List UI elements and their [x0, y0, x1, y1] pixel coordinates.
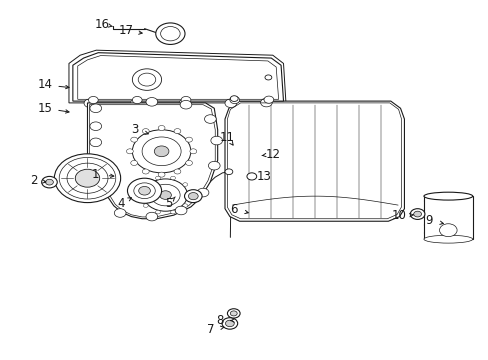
Text: 1: 1: [92, 168, 100, 181]
Circle shape: [409, 209, 424, 220]
Text: 15: 15: [38, 102, 53, 115]
Circle shape: [260, 98, 272, 107]
Circle shape: [54, 154, 121, 203]
Circle shape: [181, 96, 190, 104]
Circle shape: [158, 126, 164, 131]
Text: 2: 2: [30, 174, 38, 186]
Circle shape: [179, 99, 190, 108]
Circle shape: [143, 204, 148, 207]
Polygon shape: [224, 101, 404, 221]
Circle shape: [126, 149, 133, 154]
Circle shape: [224, 169, 232, 175]
Polygon shape: [87, 103, 217, 219]
Circle shape: [189, 149, 196, 154]
Circle shape: [187, 193, 192, 197]
Circle shape: [158, 172, 164, 177]
Circle shape: [413, 211, 421, 217]
Circle shape: [142, 129, 149, 134]
Circle shape: [183, 183, 187, 186]
Circle shape: [197, 188, 208, 197]
Circle shape: [142, 169, 149, 174]
Circle shape: [175, 206, 186, 215]
Text: 10: 10: [391, 210, 406, 222]
Polygon shape: [423, 196, 472, 239]
Circle shape: [264, 96, 273, 103]
Circle shape: [155, 176, 160, 180]
Text: 8: 8: [216, 314, 224, 327]
Circle shape: [146, 212, 158, 221]
Text: 4: 4: [118, 197, 125, 210]
Text: 3: 3: [131, 123, 138, 136]
Circle shape: [170, 210, 175, 214]
Text: 14: 14: [38, 78, 53, 91]
Circle shape: [185, 137, 192, 142]
Circle shape: [155, 210, 160, 214]
Circle shape: [230, 311, 237, 316]
Circle shape: [127, 178, 161, 203]
Circle shape: [230, 96, 238, 102]
Circle shape: [114, 209, 126, 217]
Circle shape: [132, 69, 161, 90]
Text: 6: 6: [229, 203, 237, 216]
Text: 5: 5: [165, 197, 172, 210]
Circle shape: [159, 191, 171, 199]
Circle shape: [227, 309, 240, 318]
Circle shape: [45, 179, 53, 185]
Circle shape: [132, 96, 142, 104]
Circle shape: [229, 96, 239, 104]
Circle shape: [130, 99, 142, 108]
Circle shape: [134, 183, 155, 199]
Circle shape: [264, 75, 271, 80]
Circle shape: [204, 115, 216, 123]
Text: 12: 12: [264, 148, 280, 161]
Circle shape: [67, 163, 108, 193]
Circle shape: [84, 99, 96, 108]
Circle shape: [439, 224, 456, 237]
Circle shape: [90, 104, 102, 113]
Circle shape: [154, 146, 168, 157]
Circle shape: [210, 136, 222, 145]
Circle shape: [130, 161, 137, 166]
Circle shape: [59, 157, 116, 199]
Ellipse shape: [423, 235, 472, 243]
Circle shape: [130, 137, 137, 142]
Circle shape: [183, 204, 187, 207]
Polygon shape: [73, 53, 283, 101]
Circle shape: [184, 190, 202, 203]
Circle shape: [156, 23, 184, 44]
Circle shape: [132, 130, 190, 173]
Circle shape: [143, 183, 148, 186]
Text: 7: 7: [206, 323, 214, 336]
Circle shape: [170, 176, 175, 180]
Circle shape: [88, 96, 98, 104]
Circle shape: [90, 138, 102, 147]
Circle shape: [143, 179, 187, 211]
Circle shape: [142, 137, 181, 166]
Circle shape: [222, 318, 237, 329]
Circle shape: [224, 99, 236, 108]
Circle shape: [174, 169, 181, 174]
Circle shape: [188, 193, 198, 200]
Circle shape: [208, 161, 220, 170]
Circle shape: [185, 161, 192, 166]
Circle shape: [138, 73, 156, 86]
Circle shape: [139, 193, 143, 197]
Circle shape: [139, 186, 150, 195]
Circle shape: [75, 169, 100, 187]
Circle shape: [41, 176, 57, 188]
Circle shape: [90, 122, 102, 131]
Circle shape: [225, 320, 234, 327]
Circle shape: [151, 184, 180, 206]
Ellipse shape: [423, 192, 472, 200]
Text: 11: 11: [220, 131, 234, 144]
Circle shape: [174, 129, 181, 134]
Circle shape: [246, 173, 256, 180]
Text: 9: 9: [424, 214, 432, 227]
Circle shape: [160, 27, 180, 41]
Circle shape: [180, 100, 191, 109]
Text: 13: 13: [256, 170, 271, 183]
Circle shape: [146, 98, 158, 106]
Text: 17: 17: [119, 24, 134, 37]
Text: 16: 16: [94, 18, 109, 31]
